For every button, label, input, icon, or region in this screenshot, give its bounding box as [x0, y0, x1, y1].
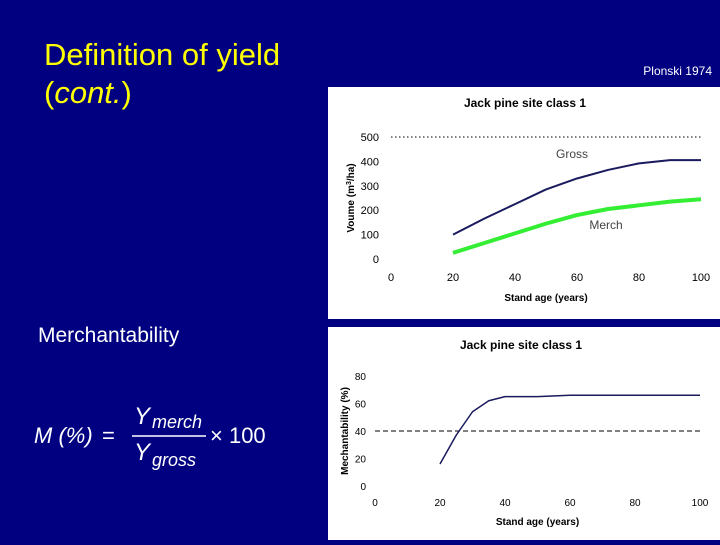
- x-tick-label: 100: [692, 272, 710, 284]
- x-tick-label: 100: [692, 498, 709, 509]
- x-tick-label: 80: [629, 498, 641, 509]
- formula-denominator-sub: gross: [152, 450, 196, 470]
- merchantability-chart: Jack pine site class 1 0 20 40 60 80 0 20 40 60 80…: [328, 327, 720, 540]
- formula-lhs: M (%): [34, 423, 93, 448]
- y-axis-label: Voume (m3/ha): [346, 163, 358, 232]
- volume-chart-svg: Jack pine site class 1 0 100 200 300 400 500 0 2…: [346, 96, 711, 304]
- slide-title-cont: cont.: [54, 75, 122, 110]
- formula-operator: × 100: [210, 423, 266, 448]
- y-tick-label: 400: [361, 156, 379, 168]
- y-axis-label-superscript: 3: [346, 181, 353, 185]
- slide-title-line-2: (cont.): [44, 75, 132, 110]
- y-tick-label: 80: [355, 372, 367, 383]
- formula-numerator-y: Y: [134, 403, 152, 430]
- series-label-merch: Merch: [589, 218, 622, 232]
- y-tick-label: 60: [355, 400, 367, 411]
- series-line-merchantability: [439, 394, 700, 465]
- y-tick-label: 500: [361, 132, 379, 144]
- formula-denominator-y: Y: [134, 439, 152, 466]
- x-axis-label: Stand age (years): [504, 293, 587, 304]
- y-axis-label-part: Voume (m: [346, 185, 357, 233]
- merchantability-label: Merchantability: [38, 324, 180, 347]
- y-tick-label: 200: [361, 205, 379, 217]
- y-tick-label: 300: [361, 181, 379, 193]
- y-axis-label-part: /ha): [346, 163, 357, 181]
- x-tick-label: 0: [388, 272, 394, 284]
- y-tick-label: 0: [360, 482, 366, 493]
- x-tick-label: 20: [434, 498, 446, 509]
- series-line-gross: [452, 159, 701, 236]
- x-tick-label: 20: [447, 272, 459, 284]
- formula-equals: =: [102, 423, 115, 448]
- x-tick-label: 60: [571, 272, 583, 284]
- x-tick-label: 40: [499, 498, 511, 509]
- x-axis-label: Stand age (years): [496, 517, 579, 528]
- slide-title-line-1: Definition of yield: [44, 37, 281, 72]
- y-axis-label: Mechantability (%): [340, 387, 351, 475]
- y-tick-label: 100: [361, 230, 379, 242]
- y-tick-label: 0: [373, 254, 379, 266]
- chart-title: Jack pine site class 1: [460, 338, 582, 352]
- merchantability-formula: M (%) = Y merch Y gross × 100: [34, 403, 266, 470]
- series-line-merch: [452, 197, 702, 255]
- y-tick-label: 20: [355, 455, 367, 466]
- y-tick-label: 40: [355, 427, 367, 438]
- chart-title: Jack pine site class 1: [464, 96, 586, 110]
- slide-title: Definition of yield (cont.): [44, 36, 280, 112]
- x-tick-label: 60: [564, 498, 576, 509]
- citation: Plonski 1974: [643, 64, 712, 78]
- x-tick-label: 0: [372, 498, 378, 509]
- formula-numerator-sub: merch: [152, 412, 202, 432]
- volume-chart: Jack pine site class 1 0 100 200 300 400 500 0 2…: [328, 87, 720, 319]
- series-label-gross: Gross: [556, 147, 588, 161]
- merchantability-chart-svg: Jack pine site class 1 0 20 40 60 80 0 20 40 60 80…: [340, 338, 709, 528]
- x-tick-label: 80: [633, 272, 645, 284]
- x-tick-label: 40: [509, 272, 521, 284]
